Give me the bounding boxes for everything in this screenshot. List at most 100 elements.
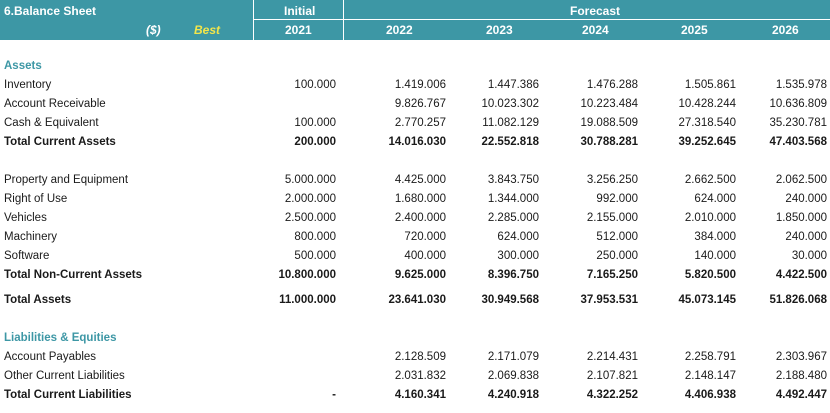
year-header-2024[interactable]: 2024 (582, 23, 609, 37)
row-label[interactable]: Vehicles (4, 212, 47, 224)
row-label[interactable]: Total Current Assets (4, 136, 116, 148)
cell-2025[interactable]: 45.073.145 (678, 294, 736, 306)
cell-2022[interactable]: 9.625.000 (394, 269, 446, 281)
cell-2021[interactable]: 2.000.000 (284, 193, 336, 205)
row-label[interactable]: Property and Equipment (4, 174, 129, 186)
row-label[interactable]: Software (4, 250, 50, 262)
cell-2023[interactable]: 22.552.818 (481, 136, 539, 148)
cell-2023[interactable]: 624.000 (497, 231, 539, 243)
cell-2022[interactable]: 1.680.000 (394, 193, 446, 205)
cell-2021[interactable]: 100.000 (294, 79, 336, 91)
year-header-2023[interactable]: 2023 (486, 23, 513, 37)
cell-2023[interactable]: 3.843.750 (487, 174, 539, 186)
cell-2026[interactable]: 4.422.500 (775, 269, 827, 281)
cell-2023[interactable]: 30.949.568 (481, 294, 539, 306)
cell-2026[interactable]: 4.492.447 (775, 389, 827, 401)
year-header-2025[interactable]: 2025 (681, 23, 708, 37)
cell-2022[interactable]: 9.826.767 (394, 98, 446, 110)
cell-2022[interactable]: 2.400.000 (394, 212, 446, 224)
row-label[interactable]: Inventory (4, 79, 52, 91)
cell-2024[interactable]: 30.788.281 (580, 136, 638, 148)
cell-2022[interactable]: 2.770.257 (394, 117, 446, 129)
cell-2021[interactable]: 800.000 (294, 231, 336, 243)
cell-2025[interactable]: 624.000 (694, 193, 736, 205)
row-label[interactable]: Cash & Equivalent (4, 117, 99, 129)
cell-2026[interactable]: 1.850.000 (775, 212, 827, 224)
cell-2026[interactable]: 2.303.967 (775, 351, 827, 363)
forecast-label[interactable]: Forecast (570, 4, 621, 18)
cell-2024[interactable]: 37.953.531 (580, 294, 638, 306)
cell-2025[interactable]: 2.010.000 (684, 212, 736, 224)
cell-2026[interactable]: 1.535.978 (775, 79, 827, 91)
cell-2022[interactable]: 4.425.000 (394, 174, 446, 186)
row-label[interactable]: Other Current Liabilities (4, 370, 125, 382)
cell-2025[interactable]: 2.148.147 (684, 370, 736, 382)
cell-2023[interactable]: 1.344.000 (487, 193, 539, 205)
cell-2022[interactable]: 400.000 (404, 250, 446, 262)
cell-2025[interactable]: 39.252.645 (678, 136, 736, 148)
cell-2023[interactable]: 2.171.079 (487, 351, 539, 363)
cell-2022[interactable]: 2.031.832 (394, 370, 446, 382)
cell-2026[interactable]: 47.403.568 (769, 136, 827, 148)
cell-2024[interactable]: 1.476.288 (586, 79, 638, 91)
cell-2025[interactable]: 5.820.500 (684, 269, 736, 281)
cell-2025[interactable]: 2.258.791 (684, 351, 736, 363)
cell-2024[interactable]: 2.155.000 (586, 212, 638, 224)
cell-2025[interactable]: 10.428.244 (678, 98, 736, 110)
year-header-2021[interactable]: 2021 (285, 23, 312, 37)
cell-2021[interactable]: 100.000 (294, 117, 336, 129)
cell-2021[interactable]: 200.000 (294, 136, 336, 148)
cell-2024[interactable]: 10.223.484 (580, 98, 638, 110)
cell-2025[interactable]: 2.662.500 (684, 174, 736, 186)
section-heading[interactable]: Assets (4, 60, 42, 72)
cell-2022[interactable]: 2.128.509 (394, 351, 446, 363)
cell-2025[interactable]: 384.000 (694, 231, 736, 243)
cell-2024[interactable]: 992.000 (596, 193, 638, 205)
cell-2021[interactable]: 10.800.000 (278, 269, 336, 281)
cell-2026[interactable]: 240.000 (785, 193, 827, 205)
cell-2024[interactable]: 19.088.509 (580, 117, 638, 129)
cell-2021[interactable]: - (332, 389, 336, 401)
row-label[interactable]: Total Assets (4, 294, 72, 306)
row-label[interactable]: Account Payables (4, 351, 97, 363)
cell-2025[interactable]: 140.000 (694, 250, 736, 262)
cell-2026[interactable]: 51.826.068 (769, 294, 827, 306)
cell-2024[interactable]: 7.165.250 (586, 269, 638, 281)
sheet-title[interactable]: 6.Balance Sheet (4, 4, 97, 18)
row-label[interactable]: Right of Use (4, 193, 68, 205)
cell-2023[interactable]: 300.000 (497, 250, 539, 262)
section-heading[interactable]: Liabilities & Equities (4, 332, 117, 344)
cell-2024[interactable]: 512.000 (596, 231, 638, 243)
cell-2025[interactable]: 27.318.540 (678, 117, 736, 129)
row-label[interactable]: Total Current Liabilities (4, 389, 132, 401)
cell-2024[interactable]: 250.000 (596, 250, 638, 262)
cell-2023[interactable]: 2.069.838 (487, 370, 539, 382)
cell-2023[interactable]: 10.023.302 (481, 98, 539, 110)
year-header-2026[interactable]: 2026 (772, 23, 799, 37)
initial-label[interactable]: Initial (284, 4, 316, 18)
row-label[interactable]: Account Receivable (4, 98, 106, 110)
cell-2023[interactable]: 8.396.750 (487, 269, 539, 281)
cell-2023[interactable]: 1.447.386 (487, 79, 539, 91)
cell-2021[interactable]: 11.000.000 (279, 294, 336, 306)
cell-2025[interactable]: 1.505.861 (684, 79, 736, 91)
cell-2026[interactable]: 10.636.809 (769, 98, 827, 110)
currency-unit[interactable]: ($) (146, 23, 161, 37)
cell-2024[interactable]: 4.322.252 (586, 389, 638, 401)
cell-2023[interactable]: 11.082.129 (482, 117, 539, 129)
cell-2024[interactable]: 2.214.431 (586, 351, 638, 363)
cell-2026[interactable]: 35.230.781 (769, 117, 827, 129)
cell-2024[interactable]: 2.107.821 (586, 370, 638, 382)
cell-2025[interactable]: 4.406.938 (684, 389, 736, 401)
cell-2021[interactable]: 500.000 (294, 250, 336, 262)
cell-2026[interactable]: 240.000 (785, 231, 827, 243)
cell-2026[interactable]: 2.188.480 (775, 370, 827, 382)
cell-2023[interactable]: 2.285.000 (487, 212, 539, 224)
cell-2024[interactable]: 3.256.250 (586, 174, 638, 186)
cell-2022[interactable]: 14.016.030 (388, 136, 446, 148)
cell-2026[interactable]: 30.000 (791, 250, 827, 262)
cell-2022[interactable]: 4.160.341 (394, 389, 446, 401)
row-label[interactable]: Total Non-Current Assets (4, 269, 143, 281)
scenario-label[interactable]: Best (194, 23, 221, 37)
year-header-2022[interactable]: 2022 (386, 23, 413, 37)
